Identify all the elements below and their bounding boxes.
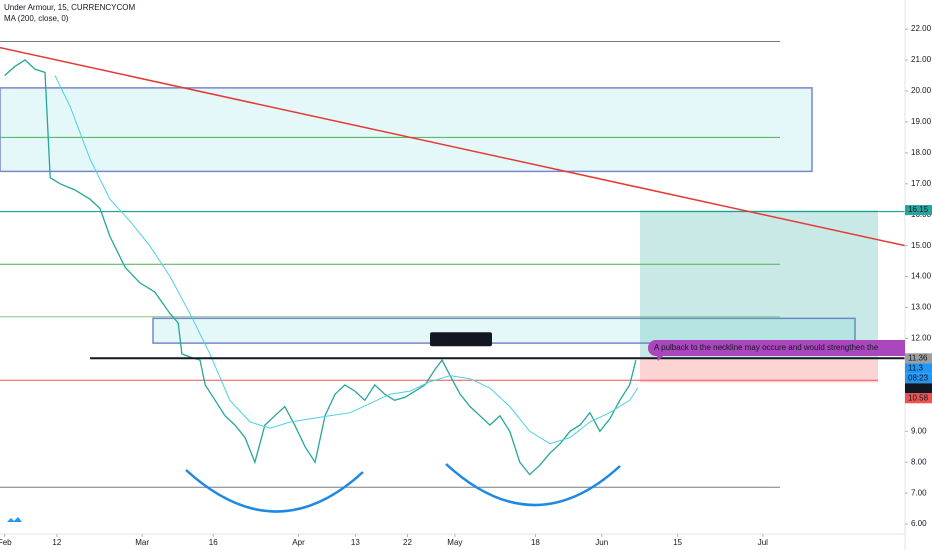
x-tick-label: Feb — [0, 538, 12, 547]
y-tick-label: 20.00 — [911, 86, 932, 95]
price-tag-label: 11.36 — [908, 353, 928, 362]
indicator-label: MA (200, close, 0) — [4, 14, 69, 23]
shoulder-arc — [445, 463, 621, 507]
x-tick-label: 13 — [351, 538, 360, 547]
y-tick-label: 19.00 — [911, 117, 932, 126]
price-line — [4, 59, 637, 476]
price-tag-label: 11.3 — [908, 363, 924, 372]
y-tick-label: 8.00 — [911, 457, 927, 466]
moving-average — [54, 75, 639, 445]
price-tag — [905, 353, 932, 364]
shoulder-arc — [185, 469, 364, 513]
y-tick-label: 12.00 — [911, 334, 932, 343]
y-tick-label: 18.00 — [911, 148, 932, 157]
stop-area — [640, 358, 878, 383]
price-tag — [905, 383, 932, 394]
y-tick-label: 17.00 — [911, 179, 932, 188]
y-tick-label: 7.00 — [911, 488, 927, 497]
price-tag-label: 16.15 — [908, 205, 929, 214]
zone — [0, 87, 813, 173]
x-tick-label: 12 — [52, 538, 61, 547]
annotation: A pulback to the neckline may occure and… — [654, 343, 879, 352]
x-tick-label: May — [447, 538, 462, 547]
x-tick-label: Apr — [292, 538, 305, 547]
price-tag — [905, 363, 932, 374]
x-tick-label: 15 — [673, 538, 682, 547]
x-tick-label: Jun — [595, 538, 608, 547]
price-tag — [905, 205, 932, 216]
y-tick-label: 9.00 — [911, 426, 927, 435]
y-tick-label: 15.00 — [911, 241, 932, 250]
neckline-label-bg — [430, 332, 492, 347]
y-tick-label: 21.00 — [911, 55, 932, 64]
price-tag-label: 10.58 — [908, 393, 929, 402]
x-tick-label: 16 — [209, 538, 218, 547]
y-tick-label: 22.00 — [911, 24, 932, 33]
neckline-label: Neckline — [445, 334, 478, 343]
zone — [152, 317, 856, 344]
x-tick-label: Jul — [758, 538, 768, 547]
price-tag — [905, 373, 932, 384]
callout — [647, 340, 905, 361]
y-tick-label: 6.00 — [911, 519, 927, 528]
chart-title: Under Armour, 15, CURRENCYCOM — [4, 3, 135, 12]
y-tick-label: 13.00 — [911, 303, 932, 312]
x-tick-label: Mar — [135, 538, 149, 547]
price-tag-label: 11.28 — [908, 383, 928, 392]
logo — [7, 517, 22, 522]
trend-line — [0, 46, 906, 247]
target-area — [640, 210, 878, 359]
x-tick-label: 18 — [531, 538, 540, 547]
price-tag — [905, 393, 932, 404]
x-tick-label: 22 — [403, 538, 412, 547]
price-tag-label: 08:23 — [908, 373, 929, 382]
plot — [0, 40, 906, 488]
y-tick-label: 14.00 — [911, 272, 932, 281]
